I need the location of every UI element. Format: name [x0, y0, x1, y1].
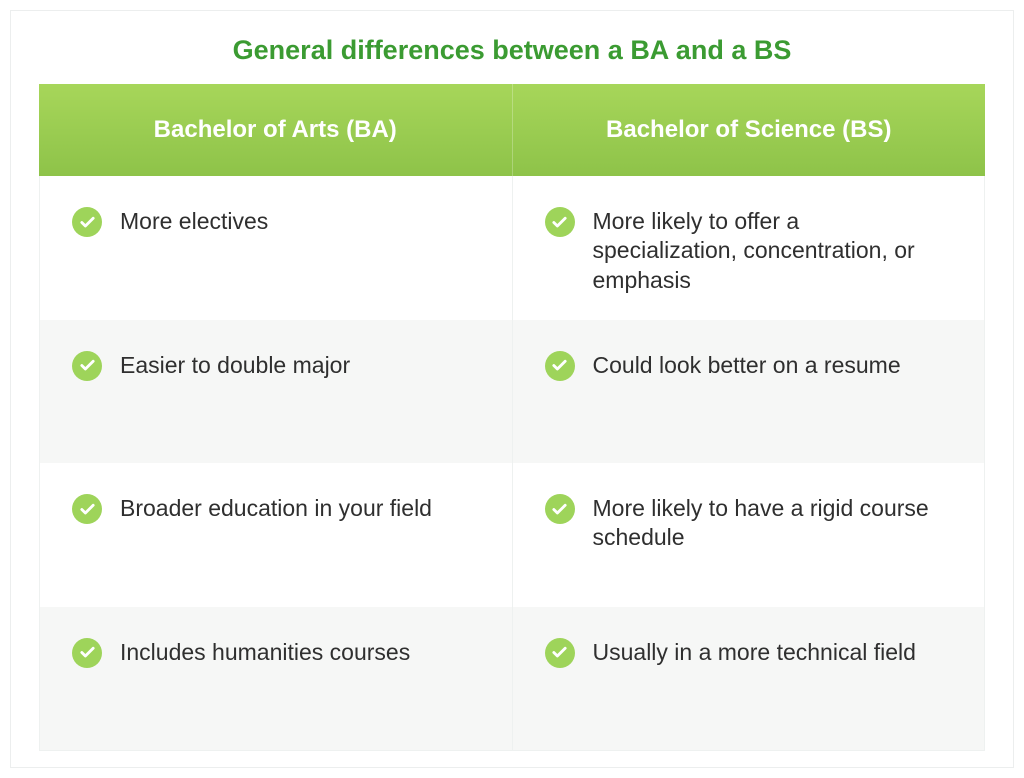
check-icon — [545, 494, 575, 524]
column-header-bs: Bachelor of Science (BS) — [513, 84, 986, 176]
cell-ba: Easier to double major — [40, 320, 513, 464]
cell-bs: More likely to offer a specialization, c… — [513, 176, 985, 320]
check-icon — [72, 207, 102, 237]
page-title: General differences between a BA and a B… — [11, 11, 1013, 84]
table-row: Easier to double major Could look better… — [40, 320, 984, 464]
column-header-ba: Bachelor of Arts (BA) — [39, 84, 513, 176]
check-icon — [72, 494, 102, 524]
check-icon — [72, 351, 102, 381]
cell-ba: Broader education in your field — [40, 463, 513, 607]
check-icon — [545, 207, 575, 237]
table-row: Includes humanities courses Usually in a… — [40, 607, 984, 751]
check-icon — [72, 638, 102, 668]
cell-text: More likely to offer a specialization, c… — [593, 206, 945, 295]
cell-bs: Could look better on a resume — [513, 320, 985, 464]
cell-text: More electives — [120, 206, 472, 236]
cell-text: Usually in a more technical field — [593, 637, 945, 667]
cell-text: Easier to double major — [120, 350, 472, 380]
cell-text: Includes humanities courses — [120, 637, 472, 667]
table-row: Broader education in your field More lik… — [40, 463, 984, 607]
comparison-table: Bachelor of Arts (BA) Bachelor of Scienc… — [11, 84, 1013, 767]
check-icon — [545, 638, 575, 668]
comparison-card: General differences between a BA and a B… — [10, 10, 1014, 768]
cell-ba: More electives — [40, 176, 513, 320]
table-body: More electives More likely to offer a sp… — [39, 176, 985, 751]
table-row: More electives More likely to offer a sp… — [40, 176, 984, 320]
cell-bs: Usually in a more technical field — [513, 607, 985, 751]
cell-text: Broader education in your field — [120, 493, 472, 523]
cell-bs: More likely to have a rigid course sched… — [513, 463, 985, 607]
cell-text: Could look better on a resume — [593, 350, 945, 380]
cell-ba: Includes humanities courses — [40, 607, 513, 751]
table-header-row: Bachelor of Arts (BA) Bachelor of Scienc… — [39, 84, 985, 176]
cell-text: More likely to have a rigid course sched… — [593, 493, 945, 553]
check-icon — [545, 351, 575, 381]
